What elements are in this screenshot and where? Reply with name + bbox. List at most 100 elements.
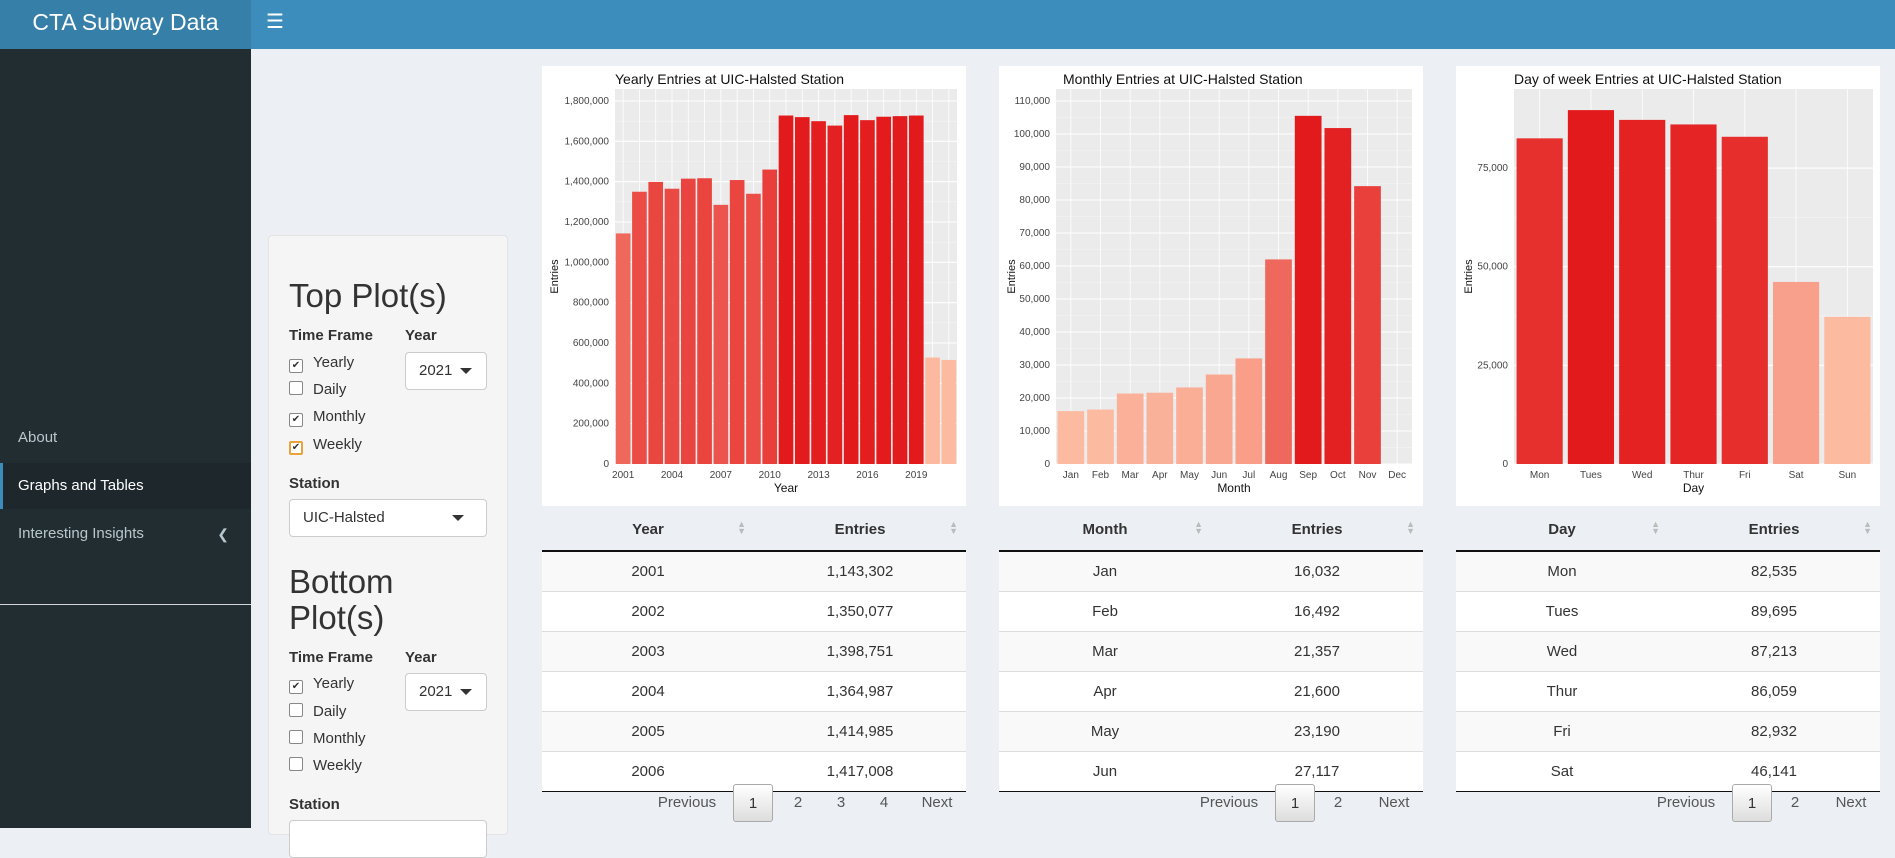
hamburger-icon[interactable]: ☰ bbox=[266, 11, 284, 33]
table-row: Jan 16,032 bbox=[999, 550, 1423, 592]
x-axis-label: Day bbox=[1683, 481, 1704, 495]
top-checkbox-weekly[interactable]: ✔ Weekly bbox=[289, 436, 362, 455]
bar-2001 bbox=[615, 233, 631, 464]
y-tick-label: 10,000 bbox=[1019, 426, 1050, 437]
cell: Thur bbox=[1456, 671, 1668, 712]
y-tick-label: 400,000 bbox=[573, 378, 610, 389]
sort-icon[interactable]: ▲ ▼ bbox=[1651, 519, 1660, 536]
sort-icon[interactable]: ▲ ▼ bbox=[1863, 519, 1872, 536]
column-header-year[interactable]: Year ▲ ▼ bbox=[542, 508, 754, 552]
table-row: Thur 86,059 bbox=[1456, 671, 1880, 712]
checkbox-label: Daily bbox=[313, 703, 347, 720]
sidebar-item-about[interactable]: About bbox=[0, 415, 251, 461]
top-year-label: Year bbox=[405, 327, 437, 344]
app-title[interactable]: CTA Subway Data bbox=[0, 0, 251, 49]
table-row: 2003 1,398,751 bbox=[542, 631, 966, 672]
pagination-page-2[interactable]: 2 bbox=[1333, 794, 1343, 811]
cell: 89,695 bbox=[1668, 591, 1880, 632]
cell: Wed bbox=[1456, 631, 1668, 672]
checkbox-icon[interactable] bbox=[289, 730, 303, 744]
cell: 2006 bbox=[542, 751, 754, 792]
table-row: Tues 89,695 bbox=[1456, 591, 1880, 632]
column-header-entries[interactable]: Entries ▲ ▼ bbox=[754, 508, 966, 552]
bottom-checkbox-monthly[interactable]: Monthly bbox=[289, 730, 366, 748]
top-checkbox-monthly[interactable]: ✔ Monthly bbox=[289, 408, 366, 427]
pagination-previous[interactable]: Previous bbox=[1199, 794, 1259, 811]
bar-jun bbox=[1205, 374, 1233, 464]
checkbox-checked-icon[interactable]: ✔ bbox=[289, 359, 303, 373]
pagination-page-2[interactable]: 2 bbox=[793, 794, 803, 811]
top-year-select[interactable]: 2021 bbox=[405, 352, 487, 390]
column-header-day[interactable]: Day ▲ ▼ bbox=[1456, 508, 1668, 552]
y-tick-label: 25,000 bbox=[1477, 360, 1508, 371]
x-tick-label: 2007 bbox=[710, 470, 733, 481]
checkbox-icon[interactable] bbox=[289, 703, 303, 717]
column-header-entries[interactable]: Entries ▲ ▼ bbox=[1668, 508, 1880, 552]
pagination-next[interactable]: Next bbox=[1835, 794, 1867, 811]
bottom-checkbox-yearly[interactable]: ✔ Yearly bbox=[289, 675, 354, 694]
checkbox-label: Weekly bbox=[313, 436, 362, 453]
yearly-chart-card: Yearly Entries at UIC-Halsted Station 0 20… bbox=[542, 66, 966, 506]
table-row: 2006 1,417,008 bbox=[542, 751, 966, 792]
column-header-month[interactable]: Month ▲ ▼ bbox=[999, 508, 1211, 552]
sidebar-item-interesting-insights[interactable]: Interesting Insights ❮ bbox=[0, 511, 251, 557]
sort-icon[interactable]: ▲ ▼ bbox=[949, 519, 958, 536]
sort-icon[interactable]: ▲ ▼ bbox=[737, 519, 746, 536]
y-tick-label: 20,000 bbox=[1019, 393, 1050, 404]
sidebar-item-label: About bbox=[18, 429, 58, 446]
pagination-page-4[interactable]: 4 bbox=[879, 794, 889, 811]
sidebar-item-label: Graphs and Tables bbox=[18, 477, 144, 494]
cell: 1,417,008 bbox=[754, 751, 966, 792]
pagination-page-1[interactable]: 1 bbox=[1732, 784, 1772, 822]
pagination-page-1[interactable]: 1 bbox=[733, 784, 773, 822]
select-value: 2021 bbox=[419, 362, 453, 379]
bottom-checkbox-weekly[interactable]: Weekly bbox=[289, 757, 362, 775]
cell: 1,414,985 bbox=[754, 711, 966, 752]
bottom-station-select[interactable] bbox=[289, 820, 487, 858]
cell: Mon bbox=[1456, 550, 1668, 592]
pagination-previous[interactable]: Previous bbox=[657, 794, 717, 811]
pagination-previous[interactable]: Previous bbox=[1656, 794, 1716, 811]
sort-icon[interactable]: ▲ ▼ bbox=[1194, 519, 1203, 536]
y-axis-label: Entries bbox=[549, 259, 561, 294]
x-tick-label: 2001 bbox=[612, 470, 635, 481]
x-tick-label: Dec bbox=[1388, 470, 1406, 481]
top-checkbox-daily[interactable]: Daily bbox=[289, 381, 346, 399]
sidebar-item-graphs-and-tables[interactable]: Graphs and Tables bbox=[0, 463, 251, 509]
cell: 2005 bbox=[542, 711, 754, 752]
bar-oct bbox=[1324, 128, 1352, 464]
checkbox-icon[interactable] bbox=[289, 381, 303, 395]
bar-tues bbox=[1567, 110, 1615, 464]
checkbox-checked-icon[interactable]: ✔ bbox=[289, 413, 303, 427]
pagination-next[interactable]: Next bbox=[921, 794, 953, 811]
column-header-entries[interactable]: Entries ▲ ▼ bbox=[1211, 508, 1423, 552]
y-tick-label: 1,000,000 bbox=[565, 257, 610, 268]
pagination-page-3[interactable]: 3 bbox=[836, 794, 846, 811]
y-tick-label: 110,000 bbox=[1015, 96, 1051, 107]
checkbox-checked-icon[interactable]: ✔ bbox=[289, 680, 303, 694]
pagination-next[interactable]: Next bbox=[1378, 794, 1410, 811]
bar-apr bbox=[1146, 392, 1174, 464]
bar-sun bbox=[1824, 316, 1871, 464]
monthly-chart-card: Monthly Entries at UIC-Halsted Station 0 1… bbox=[999, 66, 1423, 506]
x-tick-label: Wed bbox=[1632, 470, 1652, 481]
x-tick-label: 2019 bbox=[905, 470, 928, 481]
pagination-page-2[interactable]: 2 bbox=[1790, 794, 1800, 811]
bar-2014 bbox=[827, 125, 843, 464]
checkbox-icon[interactable] bbox=[289, 757, 303, 771]
x-tick-label: May bbox=[1180, 470, 1199, 481]
table-row: Feb 16,492 bbox=[999, 591, 1423, 632]
pagination-page-1[interactable]: 1 bbox=[1275, 784, 1315, 822]
checkbox-label: Monthly bbox=[313, 730, 366, 747]
bar-2011 bbox=[778, 115, 794, 464]
checkbox-label: Monthly bbox=[313, 408, 366, 425]
bottom-time-frame-label: Time Frame bbox=[289, 649, 373, 666]
x-tick-label: Thur bbox=[1683, 470, 1704, 481]
table-row: 2005 1,414,985 bbox=[542, 711, 966, 752]
top-station-select[interactable]: UIC-Halsted bbox=[289, 499, 487, 537]
checkbox-checked-icon[interactable]: ✔ bbox=[289, 441, 303, 455]
sort-icon[interactable]: ▲ ▼ bbox=[1406, 519, 1415, 536]
bottom-year-select[interactable]: 2021 bbox=[405, 673, 487, 711]
bottom-checkbox-daily[interactable]: Daily bbox=[289, 703, 346, 721]
top-checkbox-yearly[interactable]: ✔ Yearly bbox=[289, 354, 354, 373]
